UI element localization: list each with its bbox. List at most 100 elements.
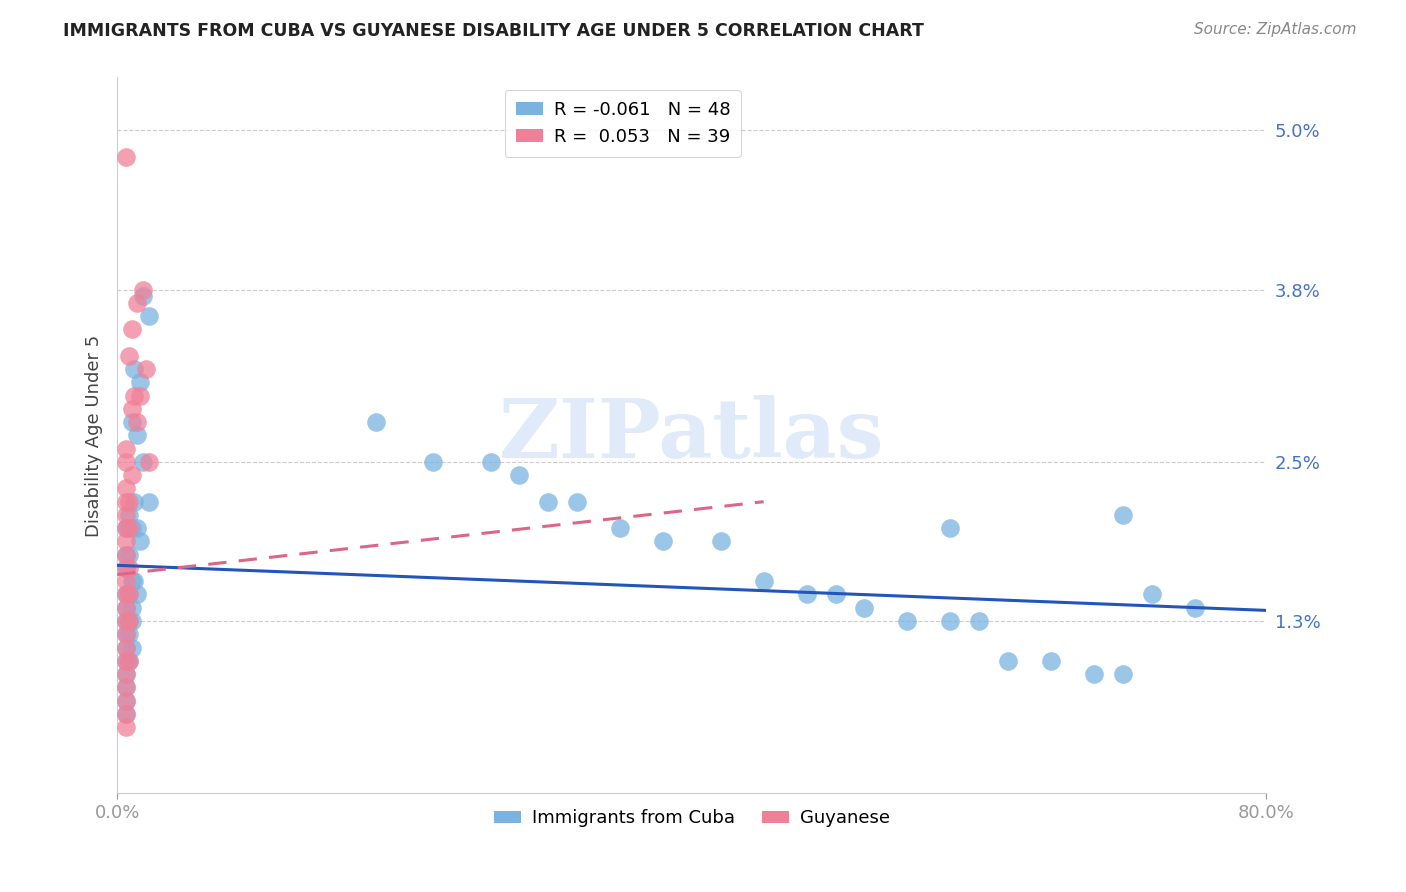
- Point: [114, 654, 136, 668]
- Point: [127, 415, 149, 429]
- Point: [121, 600, 143, 615]
- Point: [896, 614, 918, 628]
- Point: [114, 508, 136, 522]
- Point: [127, 428, 149, 442]
- Point: [537, 494, 560, 508]
- Point: [114, 654, 136, 668]
- Point: [114, 574, 136, 589]
- Point: [1083, 667, 1105, 681]
- Point: [114, 693, 136, 707]
- Point: [114, 693, 136, 707]
- Point: [824, 587, 846, 601]
- Point: [114, 667, 136, 681]
- Point: [118, 349, 141, 363]
- Point: [422, 455, 444, 469]
- Point: [114, 494, 136, 508]
- Point: [114, 561, 136, 575]
- Point: [114, 640, 136, 655]
- Point: [114, 561, 136, 575]
- Point: [114, 706, 136, 721]
- Point: [114, 482, 136, 496]
- Point: [709, 534, 731, 549]
- Point: [609, 521, 631, 535]
- Point: [138, 494, 160, 508]
- Point: [124, 389, 146, 403]
- Point: [124, 494, 146, 508]
- Point: [114, 548, 136, 562]
- Point: [1112, 667, 1135, 681]
- Point: [114, 600, 136, 615]
- Point: [114, 614, 136, 628]
- Point: [114, 681, 136, 695]
- Point: [114, 600, 136, 615]
- Point: [1040, 654, 1063, 668]
- Point: [121, 574, 143, 589]
- Point: [118, 508, 141, 522]
- Point: [129, 389, 152, 403]
- Point: [114, 587, 136, 601]
- Point: [124, 574, 146, 589]
- Point: [121, 614, 143, 628]
- Point: [939, 521, 962, 535]
- Point: [127, 295, 149, 310]
- Point: [796, 587, 818, 601]
- Text: ZIPatlas: ZIPatlas: [499, 395, 884, 475]
- Point: [114, 627, 136, 641]
- Point: [118, 548, 141, 562]
- Point: [114, 150, 136, 164]
- Point: [132, 455, 155, 469]
- Point: [127, 521, 149, 535]
- Point: [118, 654, 141, 668]
- Point: [1140, 587, 1163, 601]
- Point: [508, 468, 530, 483]
- Point: [565, 494, 588, 508]
- Point: [121, 415, 143, 429]
- Point: [114, 627, 136, 641]
- Point: [114, 521, 136, 535]
- Point: [1112, 508, 1135, 522]
- Point: [853, 600, 876, 615]
- Text: IMMIGRANTS FROM CUBA VS GUYANESE DISABILITY AGE UNDER 5 CORRELATION CHART: IMMIGRANTS FROM CUBA VS GUYANESE DISABIL…: [63, 22, 924, 40]
- Point: [967, 614, 990, 628]
- Point: [132, 283, 155, 297]
- Point: [118, 587, 141, 601]
- Point: [129, 534, 152, 549]
- Point: [118, 614, 141, 628]
- Point: [997, 654, 1019, 668]
- Point: [118, 587, 141, 601]
- Point: [118, 614, 141, 628]
- Point: [118, 561, 141, 575]
- Point: [364, 415, 387, 429]
- Point: [114, 442, 136, 456]
- Point: [118, 521, 141, 535]
- Point: [129, 376, 152, 390]
- Point: [939, 614, 962, 628]
- Point: [121, 468, 143, 483]
- Point: [135, 362, 157, 376]
- Point: [121, 401, 143, 416]
- Point: [114, 587, 136, 601]
- Point: [114, 548, 136, 562]
- Legend: Immigrants from Cuba, Guyanese: Immigrants from Cuba, Guyanese: [486, 802, 897, 834]
- Text: Source: ZipAtlas.com: Source: ZipAtlas.com: [1194, 22, 1357, 37]
- Point: [118, 627, 141, 641]
- Point: [652, 534, 675, 549]
- Point: [114, 667, 136, 681]
- Point: [121, 521, 143, 535]
- Point: [752, 574, 775, 589]
- Point: [132, 289, 155, 303]
- Point: [114, 640, 136, 655]
- Point: [138, 455, 160, 469]
- Point: [114, 720, 136, 734]
- Point: [114, 614, 136, 628]
- Point: [114, 706, 136, 721]
- Point: [479, 455, 502, 469]
- Point: [127, 587, 149, 601]
- Point: [121, 640, 143, 655]
- Point: [114, 455, 136, 469]
- Y-axis label: Disability Age Under 5: Disability Age Under 5: [86, 334, 103, 536]
- Point: [118, 654, 141, 668]
- Point: [1184, 600, 1206, 615]
- Point: [114, 534, 136, 549]
- Point: [138, 309, 160, 323]
